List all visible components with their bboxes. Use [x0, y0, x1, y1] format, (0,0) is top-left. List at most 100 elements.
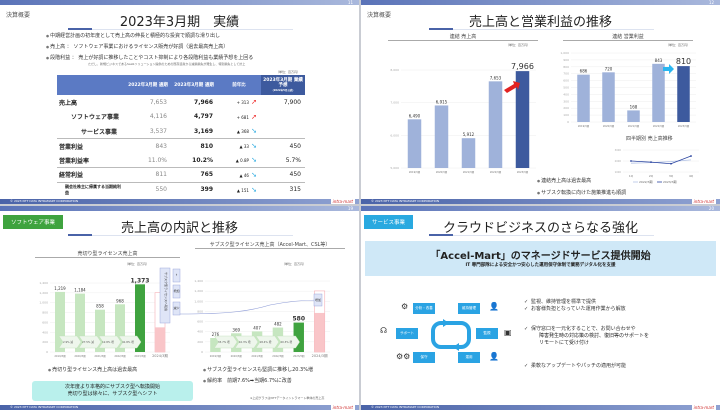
side-box — [172, 268, 181, 283]
bar — [627, 110, 640, 122]
change-arrow — [234, 335, 259, 349]
footer-bar: © 2023 NTT DATA INTRAMART CORPORATION — [361, 405, 720, 410]
chart-title: 四半期別 売上高推移 — [626, 136, 673, 142]
data-label: 686 — [580, 69, 588, 74]
forecast-value — [261, 124, 305, 139]
legend-label: 2023/3期 — [663, 179, 677, 184]
footer-bar: © 2023 NTT DATA INTRAMART CORPORATION — [361, 199, 720, 204]
row-label: ソフトウェア事業 — [71, 114, 120, 122]
bullet: 売上高 ： ソフトウェア事業におけるライセンス販売が好調（過去最高売上高） — [46, 43, 228, 50]
footnote: ※上記グラフはNTTデータイントラマート単体の売上高 — [250, 396, 325, 400]
top-bar — [0, 0, 359, 5]
prev-value: 4,116 — [149, 113, 167, 121]
x-tick-label: 4Q — [689, 174, 694, 178]
slide-title: 2023年3月期 実績 — [119, 15, 240, 30]
current-value: 399 — [171, 181, 217, 197]
y-tick-label: 2000 — [615, 159, 622, 163]
chart-title: サブスク型ライセンス売上高（Accel-Mart、CSL等） — [195, 242, 345, 249]
x-tick-label: 2022/3期 — [114, 354, 126, 358]
forecast-value: 7,900 — [283, 98, 301, 106]
unit-label: （単位：百万円） — [666, 43, 691, 47]
logo: intra-mart — [691, 405, 716, 410]
bar — [434, 105, 449, 168]
x-tick-label: 2021/3期 — [251, 354, 263, 358]
section-tag: ソフトウェア事業 — [3, 215, 64, 229]
y-tick-label: 1,200 — [39, 291, 48, 295]
y-tick-label: 8,000 — [390, 68, 399, 72]
change-arrow — [118, 335, 142, 349]
bar — [272, 327, 284, 352]
arrow-down-icon: ➘ — [248, 185, 257, 194]
yoy-change: ▲ 0.8P ➘ — [235, 156, 257, 164]
bullet: サブスク転換に向けた施策推進も順調 — [537, 189, 626, 196]
data-label: 810 — [676, 57, 691, 66]
forecast-value — [261, 110, 305, 125]
prev-value: 811 — [125, 167, 171, 182]
x-tick-label: 2023/3期 — [517, 170, 529, 174]
x-tick-label: 2019/3期 — [578, 124, 590, 128]
yoy-change: ▲ 151 ➘ — [217, 181, 261, 197]
note-line: 売切り型は徐々に、サブスク型へシフト — [67, 391, 158, 397]
y-tick-label: 800 — [563, 65, 569, 69]
title-underline — [429, 234, 654, 236]
top-bar — [361, 206, 720, 211]
bar — [515, 71, 530, 168]
prev-value: 843 — [125, 138, 171, 153]
change-arrow — [276, 335, 300, 349]
arrow-up-icon: ➚ — [248, 112, 257, 121]
computer-user-icon: 👤 — [489, 302, 499, 311]
cycle-node: 保守 — [413, 352, 435, 363]
bar — [293, 322, 304, 352]
y-tick-label: 600 — [197, 320, 203, 324]
yoy-change: + 313 ➚ — [236, 98, 257, 107]
y-tick-label: 1,400 — [39, 281, 48, 285]
bar — [577, 74, 590, 122]
change-arrow — [255, 335, 280, 349]
legend-label: 2022/3期 — [639, 179, 653, 184]
y-tick-label: 600 — [563, 79, 569, 83]
bar — [652, 63, 665, 122]
chart-title: 連結 売上高 — [388, 33, 538, 41]
data-label: 843 — [655, 58, 663, 63]
forecast-note: （2022年5月公表） — [271, 88, 295, 92]
y-tick-label: 400 — [197, 330, 203, 334]
headline-band: 「Accel-Mart」のマネージドサービス提供開始 IT 専門部隊による安全か… — [365, 241, 716, 276]
bar — [461, 138, 476, 168]
sales-bar-chart: 5,000 6,000 7,000 8,000 6,490 2019/3期 6,915 202… — [390, 51, 699, 184]
y-tick-label: 1,000 — [560, 51, 569, 55]
slide-title: 売上高の内訳と推移 — [120, 221, 238, 236]
transition-note: 次年度より本格的にサブスク型へ転換開始 売切り型は徐々に、サブスク型へシフト — [32, 381, 193, 401]
y-tick-label: 800 — [197, 309, 203, 313]
transition-line — [179, 299, 321, 315]
current-value: 10.2% — [192, 156, 213, 164]
page-number: 11 — [347, 0, 353, 5]
x-tick-label: 2019/3期 — [210, 354, 222, 358]
table-row: 営業利益 843 810 ▲ 33 ➘ 450 — [57, 138, 305, 153]
change-label: 27.5% 減 — [82, 340, 94, 344]
cycle-loop — [431, 321, 471, 349]
current-value: 7,966 — [194, 98, 213, 106]
side-label: ↑ — [175, 273, 178, 277]
bar — [210, 338, 221, 352]
header-cell: 前年比 — [217, 75, 261, 95]
bullet: サブスク型ライセンスも堅調に推移し20.3%増 — [203, 366, 313, 373]
data-label: 858 — [96, 304, 104, 309]
slide-title: クラウドビジネスのさらなる強化 — [442, 221, 638, 236]
blue-right-arrow-icon — [663, 64, 674, 74]
x-tick-label: 2024/3期 — [312, 353, 328, 358]
cycle-node: 分析・改善 — [413, 303, 435, 314]
logo: intra-mart — [691, 199, 716, 204]
copyright: © 2023 NTT DATA INTRAMART CORPORATION — [371, 405, 440, 409]
table-row: 営業利益率 11.0% 10.2% ▲ 0.8P ➘ 5.7% — [57, 153, 305, 168]
data-label: 580 — [292, 316, 305, 323]
cycle-node: サポート — [396, 328, 418, 339]
change-label: 18.4% 増 — [260, 340, 272, 344]
unit-label: （単位：百万円） — [276, 70, 301, 74]
page-number: 20 — [708, 206, 714, 211]
change-label: 10.3% 増 — [239, 340, 251, 344]
current-value: 765 — [171, 167, 217, 182]
bullet: 解約率 前期7.6%➡当期6.7%に改善 — [203, 377, 292, 384]
x-tick-label: 2020/3期 — [603, 124, 615, 128]
series-line — [630, 155, 692, 165]
yoy-change: ▲ 33 ➘ — [217, 138, 261, 153]
